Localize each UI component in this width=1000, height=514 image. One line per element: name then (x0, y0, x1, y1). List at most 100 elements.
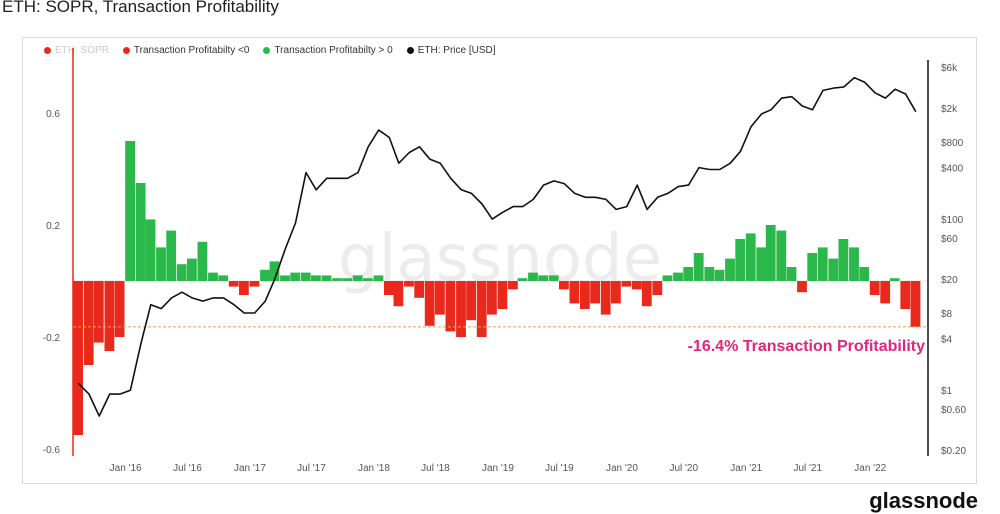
legend-label: Transaction Profitabilty <0 (133, 45, 250, 56)
profitability-bar (176, 264, 187, 281)
legend-item[interactable]: Transaction Profitabilty <0 (122, 45, 250, 56)
profitability-bar (311, 275, 321, 281)
profitability-bar (145, 219, 156, 281)
profitability-bar (332, 278, 342, 281)
profitability-bar (300, 272, 311, 281)
profitability-bar (321, 275, 332, 281)
y-left-tick-label: 0.6 (46, 109, 60, 120)
profitability-bar (476, 281, 487, 337)
profitability-bar (342, 278, 353, 281)
profitability-bar (600, 281, 611, 315)
profitability-bar (817, 247, 828, 281)
x-tick-label: Jul '18 (421, 463, 450, 474)
y-right-tick-label: $0.20 (941, 446, 966, 457)
y-right-tick-label: $400 (941, 164, 964, 175)
profitability-bar (900, 281, 911, 309)
profitability-bar (548, 275, 559, 281)
profitability-bar (745, 233, 756, 281)
profitability-bar (73, 281, 83, 435)
profitability-bar (880, 281, 891, 304)
legend-marker (122, 47, 130, 54)
profitability-bar (384, 281, 394, 295)
y-right-tick-label: $800 (941, 138, 964, 149)
profitability-bar (735, 239, 746, 281)
profitability-bar (725, 258, 735, 281)
profitability-bar (652, 281, 663, 295)
profitability-bar (218, 275, 229, 281)
y-right-tick-label: $6k (941, 63, 958, 74)
legend-item[interactable]: ETH: Price [USD] (406, 45, 496, 56)
profitability-bar (93, 281, 104, 343)
x-tick-label: Jul '19 (545, 463, 574, 474)
chart-canvas: glassnode0.60.2-0.2-0.6$6k$2k$800$400$10… (43, 48, 966, 474)
legend-marker (44, 47, 51, 54)
x-tick-label: Jan '17 (234, 463, 266, 474)
profitability-bar (83, 281, 94, 365)
y-right-tick-label: $4 (941, 335, 953, 346)
profitability-bar (673, 272, 683, 281)
profitability-bar (849, 247, 859, 281)
profitability-bar (269, 261, 280, 281)
profitability-bar (776, 230, 787, 281)
y-left-tick-label: -0.6 (43, 445, 61, 456)
x-tick-label: Jul '17 (297, 463, 326, 474)
profitability-bar (104, 281, 115, 351)
profitability-bar (363, 278, 373, 281)
y-right-tick-label: $8 (941, 309, 953, 320)
profitability-bar (249, 281, 260, 287)
legend-item[interactable]: Transaction Profitabilty > 0 (263, 45, 393, 56)
profitability-bar (424, 281, 435, 326)
annotation-label: -16.4% Transaction Profitability (688, 338, 926, 355)
y-right-tick-label: $20 (941, 275, 958, 286)
profitability-bar (239, 281, 249, 295)
profitability-bar (580, 281, 590, 309)
profitability-bar (786, 267, 797, 281)
footer-brand: glassnode (869, 488, 978, 513)
profitability-bar (590, 281, 600, 304)
profitability-bar (414, 281, 425, 298)
y-right-tick-label: $100 (941, 215, 964, 226)
profitability-bar (208, 272, 218, 281)
profitability-bar (352, 275, 363, 281)
x-tick-label: Jan '20 (606, 463, 638, 474)
profitability-bar (456, 281, 466, 337)
profitability-bar (714, 269, 725, 281)
x-tick-label: Jul '21 (793, 463, 822, 474)
profitability-bar (611, 281, 621, 304)
legend-item[interactable]: ETH: SOPR (44, 45, 109, 56)
profitability-bar (497, 281, 508, 309)
legend-marker (263, 47, 271, 54)
legend-marker (406, 47, 414, 54)
profitability-bar (114, 281, 125, 337)
price-line (77, 76, 917, 417)
profitability-bar (280, 275, 290, 281)
legend-label: ETH: SOPR (55, 45, 109, 56)
profitability-bar (228, 281, 239, 287)
profitability-bar (621, 281, 632, 287)
profitability-bar (662, 275, 673, 281)
profitability-bar (910, 281, 921, 327)
profitability-bar (435, 281, 445, 315)
profitability-bar (373, 275, 384, 281)
x-tick-label: Jan '18 (358, 463, 390, 474)
x-tick-label: Jan '16 (110, 463, 142, 474)
profitability-bar (466, 281, 476, 321)
x-tick-label: Jan '21 (730, 463, 762, 474)
x-tick-label: Jul '16 (173, 463, 202, 474)
legend-label: Transaction Profitabilty > 0 (274, 45, 393, 56)
profitability-bar (704, 267, 715, 281)
profitability-bar (641, 281, 652, 307)
y-left-tick-label: 0.2 (46, 221, 60, 232)
y-right-tick-label: $60 (941, 234, 958, 245)
y-right-tick-label: $2k (941, 104, 958, 115)
profitability-bar (569, 281, 580, 304)
profitability-bar (756, 247, 767, 281)
profitability-bar (869, 281, 880, 295)
profitability-bar (632, 281, 642, 290)
profitability-bar (508, 281, 518, 290)
x-tick-label: Jan '19 (482, 463, 514, 474)
profitability-bar (797, 281, 807, 293)
legend-label: ETH: Price [USD] (417, 45, 496, 56)
profitability-bar (683, 267, 694, 281)
profitability-bar (807, 253, 818, 281)
